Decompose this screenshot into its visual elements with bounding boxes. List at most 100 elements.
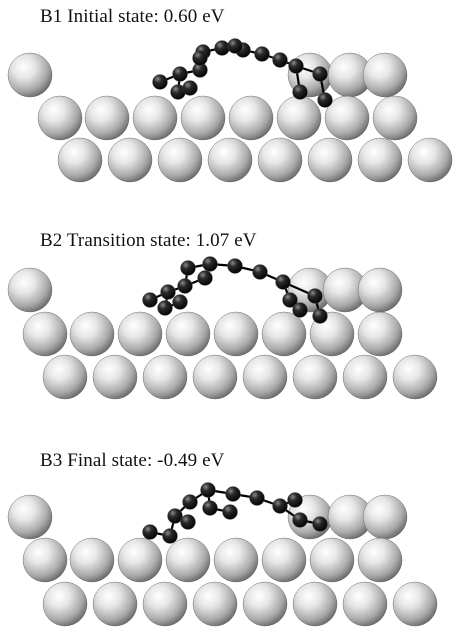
substrate-atom: [180, 95, 226, 141]
panel-final-state: B3 Final state: -0.49 eV: [0, 424, 456, 636]
substrate-atom: [192, 581, 238, 627]
molecule-surface-figure-transition: [7, 256, 438, 400]
adsorbate-atom: [182, 80, 198, 96]
substrate-atom: [207, 137, 253, 183]
substrate-atom: [165, 311, 211, 357]
molecule-surface-figure-final: [7, 482, 438, 627]
substrate-atom: [22, 311, 68, 357]
adsorbate-atom: [200, 482, 216, 498]
adsorbate-atom: [227, 258, 243, 274]
substrate-atom: [84, 95, 130, 141]
adsorbate-atom: [152, 74, 168, 90]
substrate-atom: [117, 311, 163, 357]
adsorbate-atom: [180, 260, 196, 276]
adsorbate-atom: [172, 294, 188, 310]
panel-initial-state: B1 Initial state: 0.60 eV: [0, 0, 456, 212]
substrate-atom: [117, 537, 163, 583]
substrate-atom: [42, 354, 88, 400]
adsorbate-atom: [249, 490, 265, 506]
substrate-atom: [92, 581, 138, 627]
substrate-atom: [307, 137, 353, 183]
molecule-surface-figure-initial: [7, 38, 453, 183]
substrate-atom: [92, 354, 138, 400]
substrate-atom: [392, 581, 438, 627]
adsorbate-atom: [287, 492, 303, 508]
adsorbate-atom: [202, 500, 218, 516]
substrate-atom: [407, 137, 453, 183]
adsorbate-atom: [225, 486, 241, 502]
adsorbate-atom: [177, 278, 193, 294]
substrate-atom: [309, 537, 355, 583]
substrate-atom: [107, 137, 153, 183]
adsorbate-atom: [292, 302, 308, 318]
substrate-atom: [292, 354, 338, 400]
substrate-atom: [7, 52, 53, 98]
adsorbate-atom: [214, 40, 230, 56]
substrate-atom: [261, 537, 307, 583]
adsorbate-atom: [312, 516, 328, 532]
substrate-atom: [357, 537, 403, 583]
substrate-atom: [192, 354, 238, 400]
adsorbate-atom: [272, 498, 288, 514]
substrate-atom: [228, 95, 274, 141]
adsorbate-atom: [292, 84, 308, 100]
adsorbate-atom: [275, 274, 291, 290]
substrate-atom: [69, 537, 115, 583]
substrate-atom: [7, 494, 53, 540]
substrate-atom: [213, 311, 259, 357]
adsorbate-atom: [252, 264, 268, 280]
adsorbate-atom: [312, 66, 328, 82]
adsorbate-atom: [317, 92, 333, 108]
substrate-atom: [257, 137, 303, 183]
adsorbate-atom: [162, 528, 178, 544]
substrate-atom: [362, 52, 408, 98]
adsorbate-atom: [254, 46, 270, 62]
adsorbate-atom: [202, 256, 218, 272]
panel-label-final-state: B3 Final state: -0.49 eV: [40, 450, 225, 471]
substrate-atom: [357, 311, 403, 357]
substrate-atom: [242, 354, 288, 400]
adsorbate-atom: [272, 52, 288, 68]
panel-transition-state: B2 Transition state: 1.07 eV: [0, 212, 456, 424]
substrate-atom: [22, 537, 68, 583]
substrate-atom: [392, 354, 438, 400]
adsorbate-atom: [292, 512, 308, 528]
substrate-atom: [276, 95, 322, 141]
substrate-atom: [165, 537, 211, 583]
substrate-atom: [142, 581, 188, 627]
adsorbate-atom: [172, 66, 188, 82]
adsorbate-atom: [222, 504, 238, 520]
substrate-atom: [292, 581, 338, 627]
panel-label-initial-state: B1 Initial state: 0.60 eV: [40, 6, 225, 27]
adsorbate-atom: [307, 288, 323, 304]
adsorbate-atom: [142, 524, 158, 540]
adsorbate-atom: [282, 292, 298, 308]
adsorbate-atom: [157, 300, 173, 316]
substrate-atom: [213, 537, 259, 583]
adsorbate-atom: [197, 270, 213, 286]
adsorbate-atom: [142, 292, 158, 308]
panel-label-transition-state: B2 Transition state: 1.07 eV: [40, 230, 257, 251]
substrate-atom: [242, 581, 288, 627]
substrate-atom: [57, 137, 103, 183]
substrate-atom: [42, 581, 88, 627]
substrate-atom: [69, 311, 115, 357]
substrate-atom: [324, 95, 370, 141]
adsorbate-atom: [288, 58, 304, 74]
substrate-atom: [342, 354, 388, 400]
substrate-atom: [357, 137, 403, 183]
substrate-atom: [132, 95, 178, 141]
substrate-atom: [342, 581, 388, 627]
adsorbate-atom: [312, 308, 328, 324]
adsorbate-atom: [227, 38, 243, 54]
adsorbate-atom: [180, 514, 196, 530]
substrate-atom: [37, 95, 83, 141]
adsorbate-atom: [182, 494, 198, 510]
substrate-atom: [261, 311, 307, 357]
adsorbate-atom: [192, 50, 208, 66]
substrate-atom: [362, 494, 408, 540]
adsorbate-atom: [160, 284, 176, 300]
substrate-atom: [7, 267, 53, 313]
substrate-atom: [157, 137, 203, 183]
substrate-atom: [372, 95, 418, 141]
